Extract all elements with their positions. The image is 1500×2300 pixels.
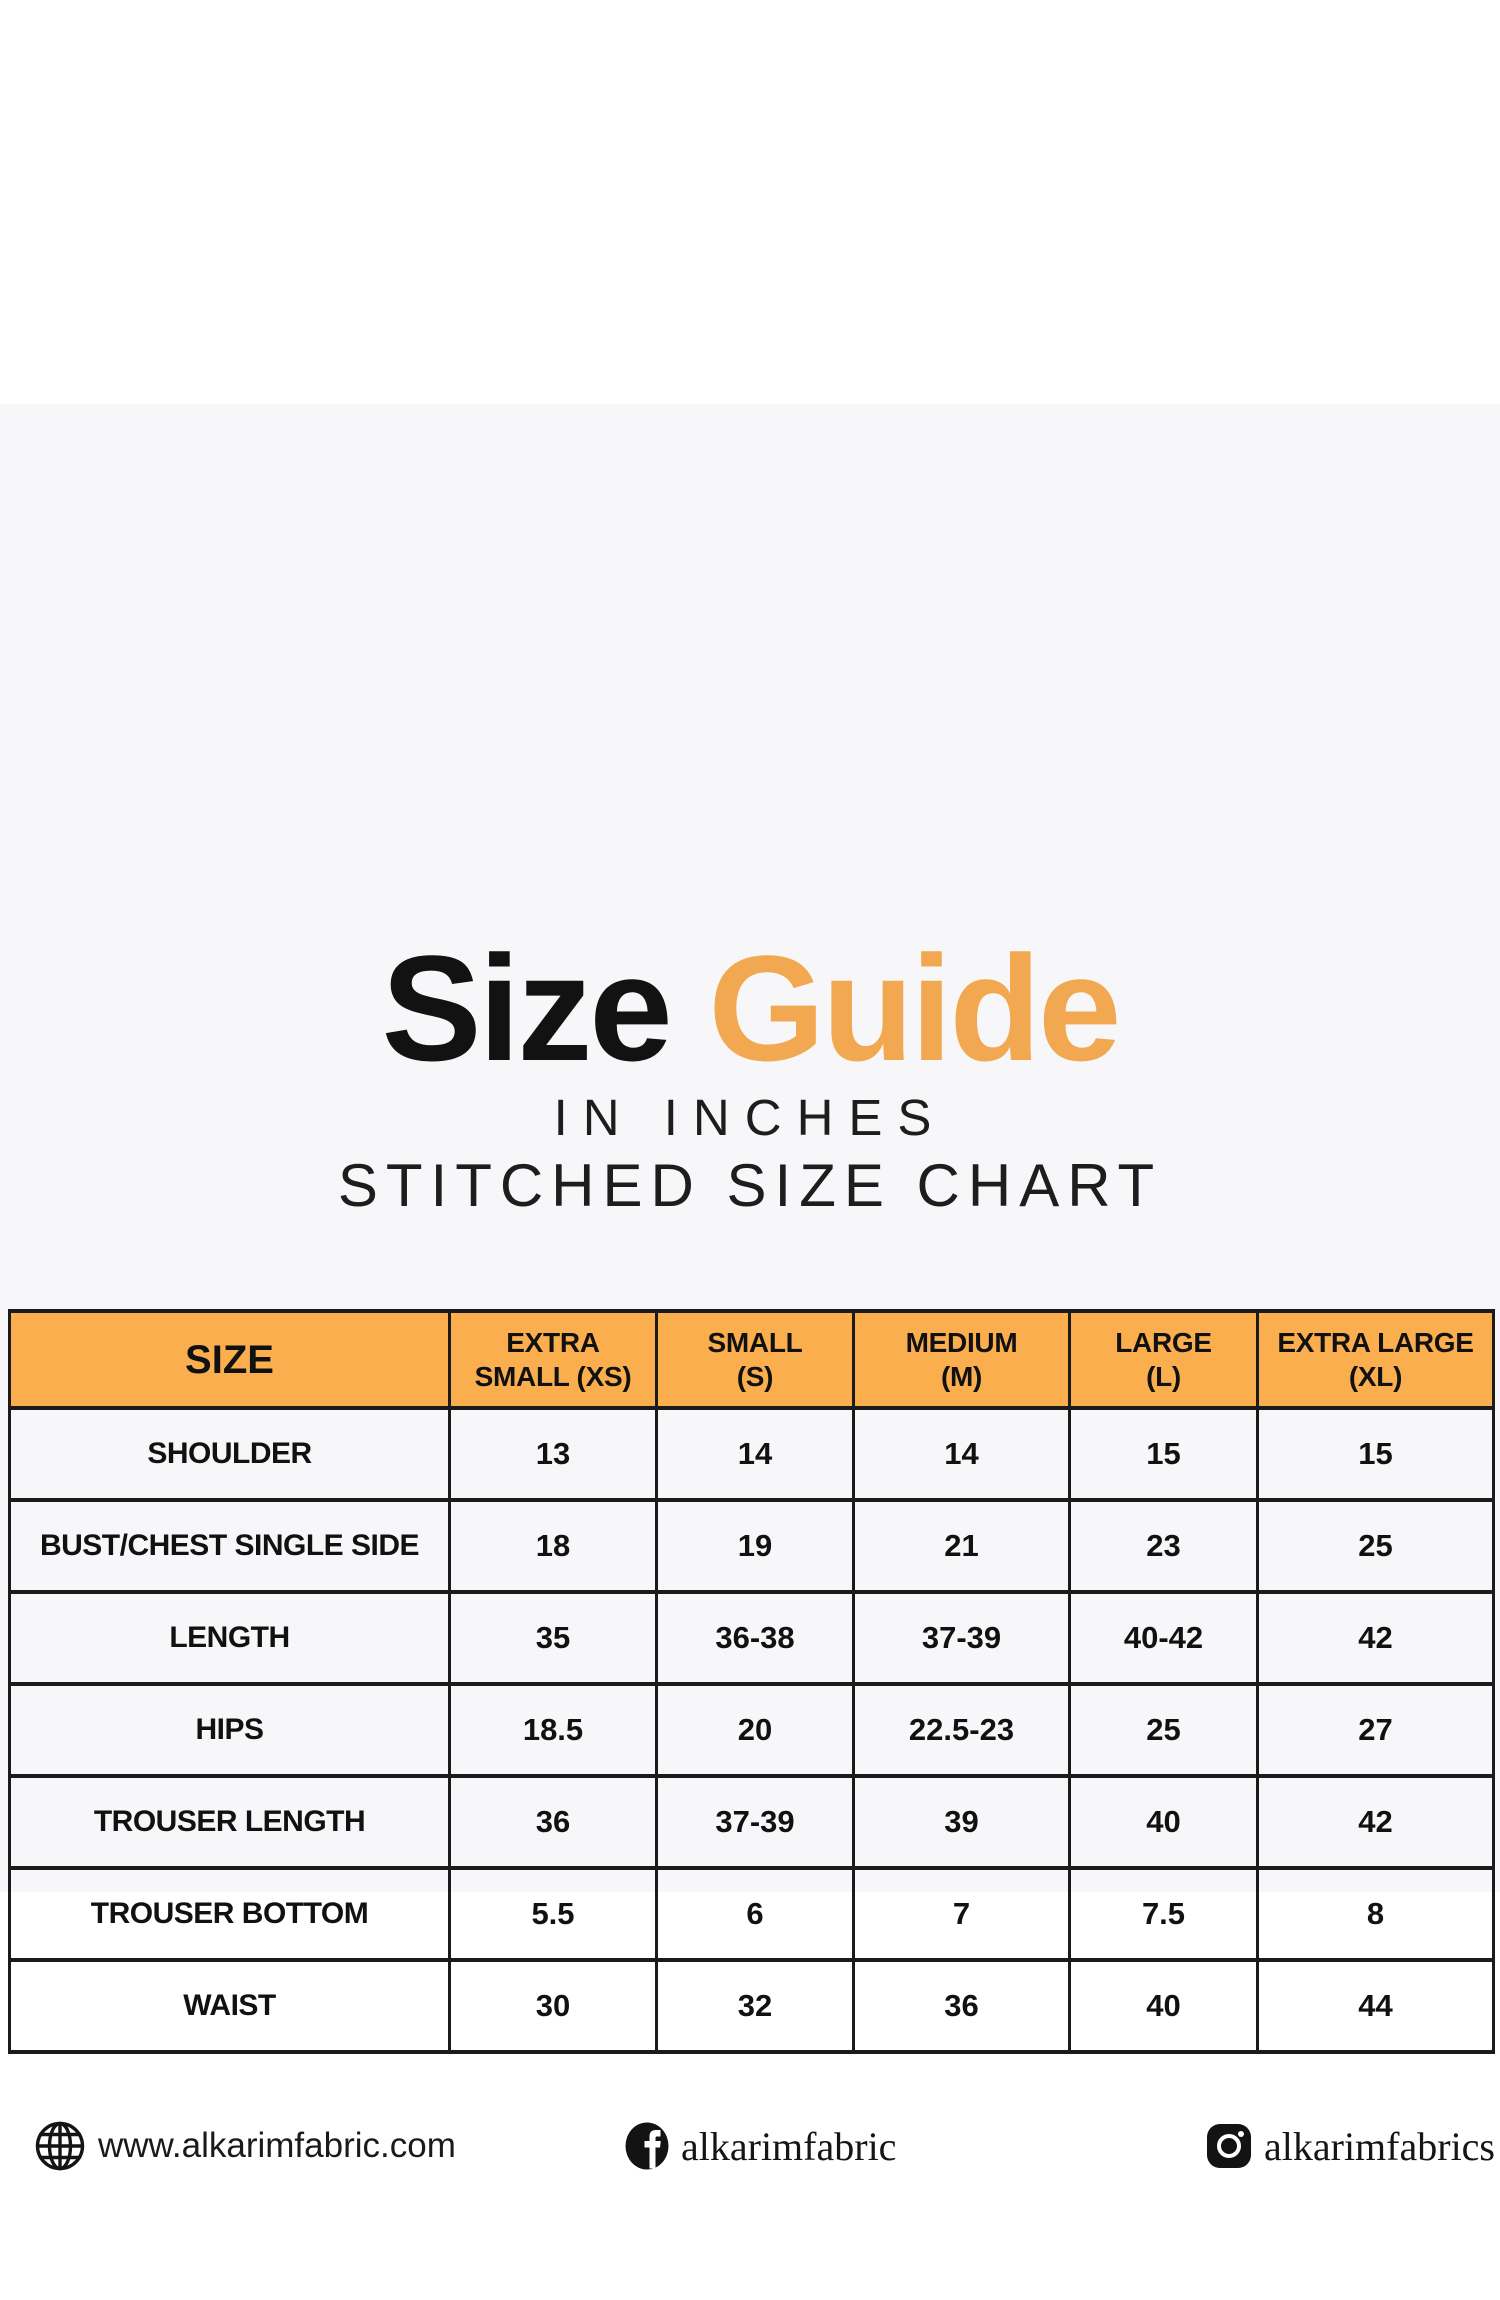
cell-xl: 42 [1256,1774,1495,1870]
table-row-hips: HIPS 18.5 20 22.5-23 25 27 [8,1682,1495,1778]
cell-l: 7.5 [1068,1866,1259,1962]
cell-m: 36 [852,1958,1071,2054]
cell-s: 32 [655,1958,855,2054]
facebook-icon [625,2122,669,2170]
cell-xl: 25 [1256,1498,1495,1594]
cell-s: 37-39 [655,1774,855,1870]
cell-xl: 8 [1256,1866,1495,1962]
cell-m: 37-39 [852,1590,1071,1686]
instagram-icon [1206,2123,1252,2169]
size-chart-table: SIZE EXTRA SMALL (XS) SMALL (S) MEDIUM (… [8,1309,1495,2054]
header-extra-small: EXTRA SMALL (XS) [448,1309,658,1410]
page-title: Size Guide [0,933,1500,1083]
content-panel: Size Guide IN INCHES STITCHED SIZE CHART… [0,404,1500,2171]
title-word-size: Size [381,924,673,1092]
row-label: HIPS [8,1682,451,1778]
globe-icon [34,2120,86,2172]
subtitle-stitched-size-chart: STITCHED SIZE CHART [337,1152,1163,1219]
footer-instagram: alkarimfabrics [1206,2116,1495,2176]
table-row-length: LENGTH 35 36-38 37-39 40-42 42 [8,1590,1495,1686]
row-label: TROUSER BOTTOM [8,1866,451,1962]
footer-facebook: alkarimfabric [625,2116,896,2176]
cell-m: 21 [852,1498,1071,1594]
cell-xl: 42 [1256,1590,1495,1686]
cell-l: 40-42 [1068,1590,1259,1686]
table-row-waist: WAIST 30 32 36 40 44 [8,1958,1495,2054]
website-url: www.alkarimfabric.com [98,2126,456,2165]
cell-s: 36-38 [655,1590,855,1686]
cell-xs: 36 [448,1774,658,1870]
cell-xl: 27 [1256,1682,1495,1778]
cell-xs: 30 [448,1958,658,2054]
cell-l: 40 [1068,1774,1259,1870]
cell-xs: 18 [448,1498,658,1594]
cell-s: 14 [655,1406,855,1502]
cell-s: 19 [655,1498,855,1594]
header-extra-large: EXTRA LARGE (XL) [1256,1309,1495,1410]
title-space [670,924,709,1092]
cell-xl: 15 [1256,1406,1495,1502]
footer-website: www.alkarimfabric.com [34,2116,456,2176]
header-large: LARGE (L) [1068,1309,1259,1410]
cell-s: 20 [655,1682,855,1778]
cell-xs: 35 [448,1590,658,1686]
facebook-handle: alkarimfabric [681,2123,897,2169]
cell-xs: 5.5 [448,1866,658,1962]
row-label: BUST/CHEST SINGLE SIDE [8,1498,451,1594]
header-small: SMALL (S) [655,1309,855,1410]
row-label: LENGTH [8,1590,451,1686]
subtitle-in-inches: IN INCHES [553,1089,947,1146]
table-row-trouser-length: TROUSER LENGTH 36 37-39 39 40 42 [8,1774,1495,1870]
table-row-shoulder: SHOULDER 13 14 14 15 15 [8,1406,1495,1502]
cell-l: 25 [1068,1682,1259,1778]
cell-m: 39 [852,1774,1071,1870]
cell-m: 7 [852,1866,1071,1962]
cell-l: 23 [1068,1498,1259,1594]
table-row-trouser-bottom: TROUSER BOTTOM 5.5 6 7 7.5 8 [8,1866,1495,1962]
cell-l: 15 [1068,1406,1259,1502]
table-row-bust: BUST/CHEST SINGLE SIDE 18 19 21 23 25 [8,1498,1495,1594]
cell-m: 22.5-23 [852,1682,1071,1778]
cell-l: 40 [1068,1958,1259,2054]
row-label: SHOULDER [8,1406,451,1502]
header-medium: MEDIUM (M) [852,1309,1071,1410]
cell-s: 6 [655,1866,855,1962]
instagram-handle: alkarimfabrics [1264,2123,1495,2169]
title-word-guide: Guide [708,924,1121,1092]
cell-xs: 13 [448,1406,658,1502]
cell-m: 14 [852,1406,1071,1502]
row-label: WAIST [8,1958,451,2054]
table-header-row: SIZE EXTRA SMALL (XS) SMALL (S) MEDIUM (… [8,1309,1495,1410]
row-label: TROUSER LENGTH [8,1774,451,1870]
header-size: SIZE [8,1309,451,1410]
cell-xl: 44 [1256,1958,1495,2054]
cell-xs: 18.5 [448,1682,658,1778]
